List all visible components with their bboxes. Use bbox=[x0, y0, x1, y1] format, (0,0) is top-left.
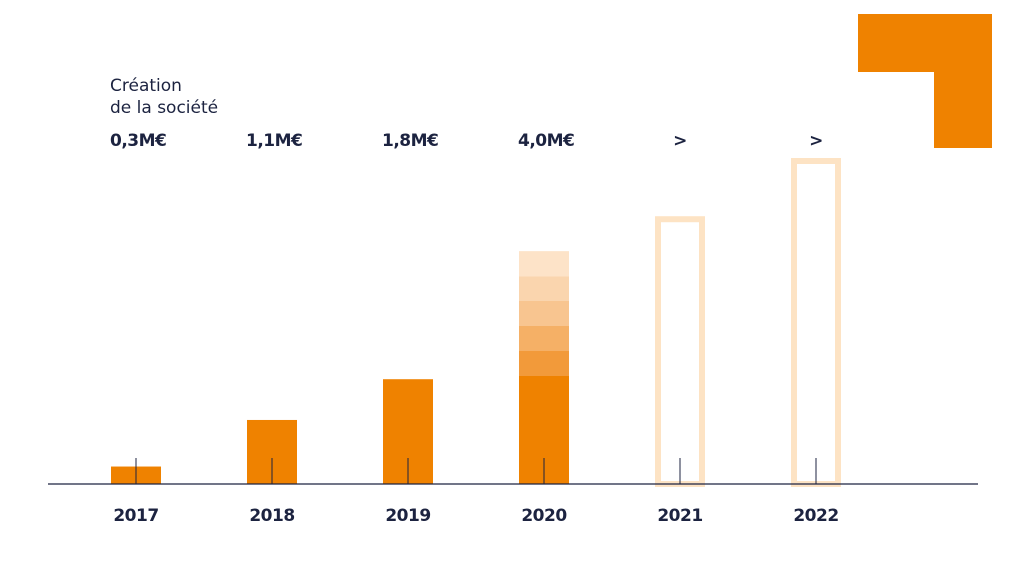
value-label: 1,1M€ bbox=[246, 131, 302, 151]
bar bbox=[791, 158, 841, 487]
x-tick-label: 2020 bbox=[521, 506, 567, 526]
decoration bbox=[858, 14, 992, 148]
annotation: Création bbox=[110, 76, 182, 96]
x-tick-label: 2019 bbox=[385, 506, 430, 526]
value-label: 4,0M€ bbox=[518, 131, 574, 151]
value-label: 1,8M€ bbox=[382, 131, 438, 151]
x-tick-label: 2021 bbox=[657, 506, 702, 526]
value-label: > bbox=[809, 131, 823, 151]
value-label: > bbox=[673, 131, 687, 151]
bar bbox=[519, 251, 569, 484]
x-tick-label: 2017 bbox=[113, 506, 158, 526]
bar bbox=[655, 216, 705, 487]
annotation: de la société bbox=[110, 98, 218, 118]
x-tick-label: 2018 bbox=[249, 506, 294, 526]
value-label: 0,3M€ bbox=[110, 131, 166, 151]
x-tick-label: 2022 bbox=[793, 506, 838, 526]
